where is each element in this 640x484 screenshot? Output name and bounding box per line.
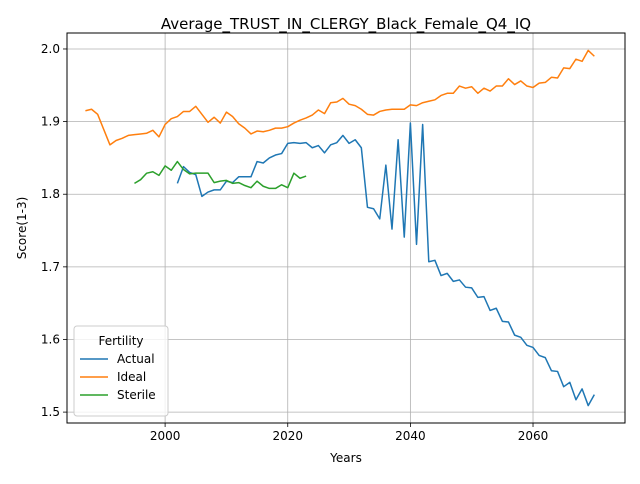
y-tick-label: 1.5: [41, 405, 60, 419]
x-tick-label: 2060: [518, 429, 549, 443]
grid: [67, 33, 625, 423]
y-axis-ticks: 1.5 1.6 1.7 1.8 1.9 2.0: [41, 42, 67, 419]
y-tick-label: 2.0: [41, 42, 60, 56]
legend-title: Fertility: [98, 334, 143, 348]
legend-label-actual: Actual: [117, 352, 155, 366]
y-tick-label: 1.7: [41, 260, 60, 274]
series-line-ideal: [85, 49, 595, 146]
x-axis-ticks: 2000 2020 2040 2060: [150, 423, 548, 443]
legend: Fertility Actual Ideal Sterile: [73, 325, 169, 417]
y-tick-label: 1.8: [41, 187, 60, 201]
y-tick-label: 1.9: [41, 115, 60, 129]
legend-label-sterile: Sterile: [117, 388, 156, 402]
legend-label-ideal: Ideal: [117, 370, 146, 384]
series-line-actual: [176, 122, 595, 407]
series-line-sterile: [134, 160, 307, 190]
x-tick-label: 2040: [395, 429, 426, 443]
legend-entries: Actual Ideal Sterile: [80, 352, 156, 402]
x-tick-label: 2020: [272, 429, 303, 443]
series-lines: [85, 49, 595, 407]
y-axis-label: Score(1-3): [15, 197, 29, 260]
legend-box: [73, 325, 169, 417]
x-axis-label: Years: [329, 451, 362, 465]
y-tick-label: 1.6: [41, 332, 60, 346]
chart-title: Average_TRUST_IN_CLERGY_Black_Female_Q4_…: [161, 15, 531, 34]
plot-frame: [66, 32, 626, 424]
x-tick-label: 2000: [150, 429, 181, 443]
